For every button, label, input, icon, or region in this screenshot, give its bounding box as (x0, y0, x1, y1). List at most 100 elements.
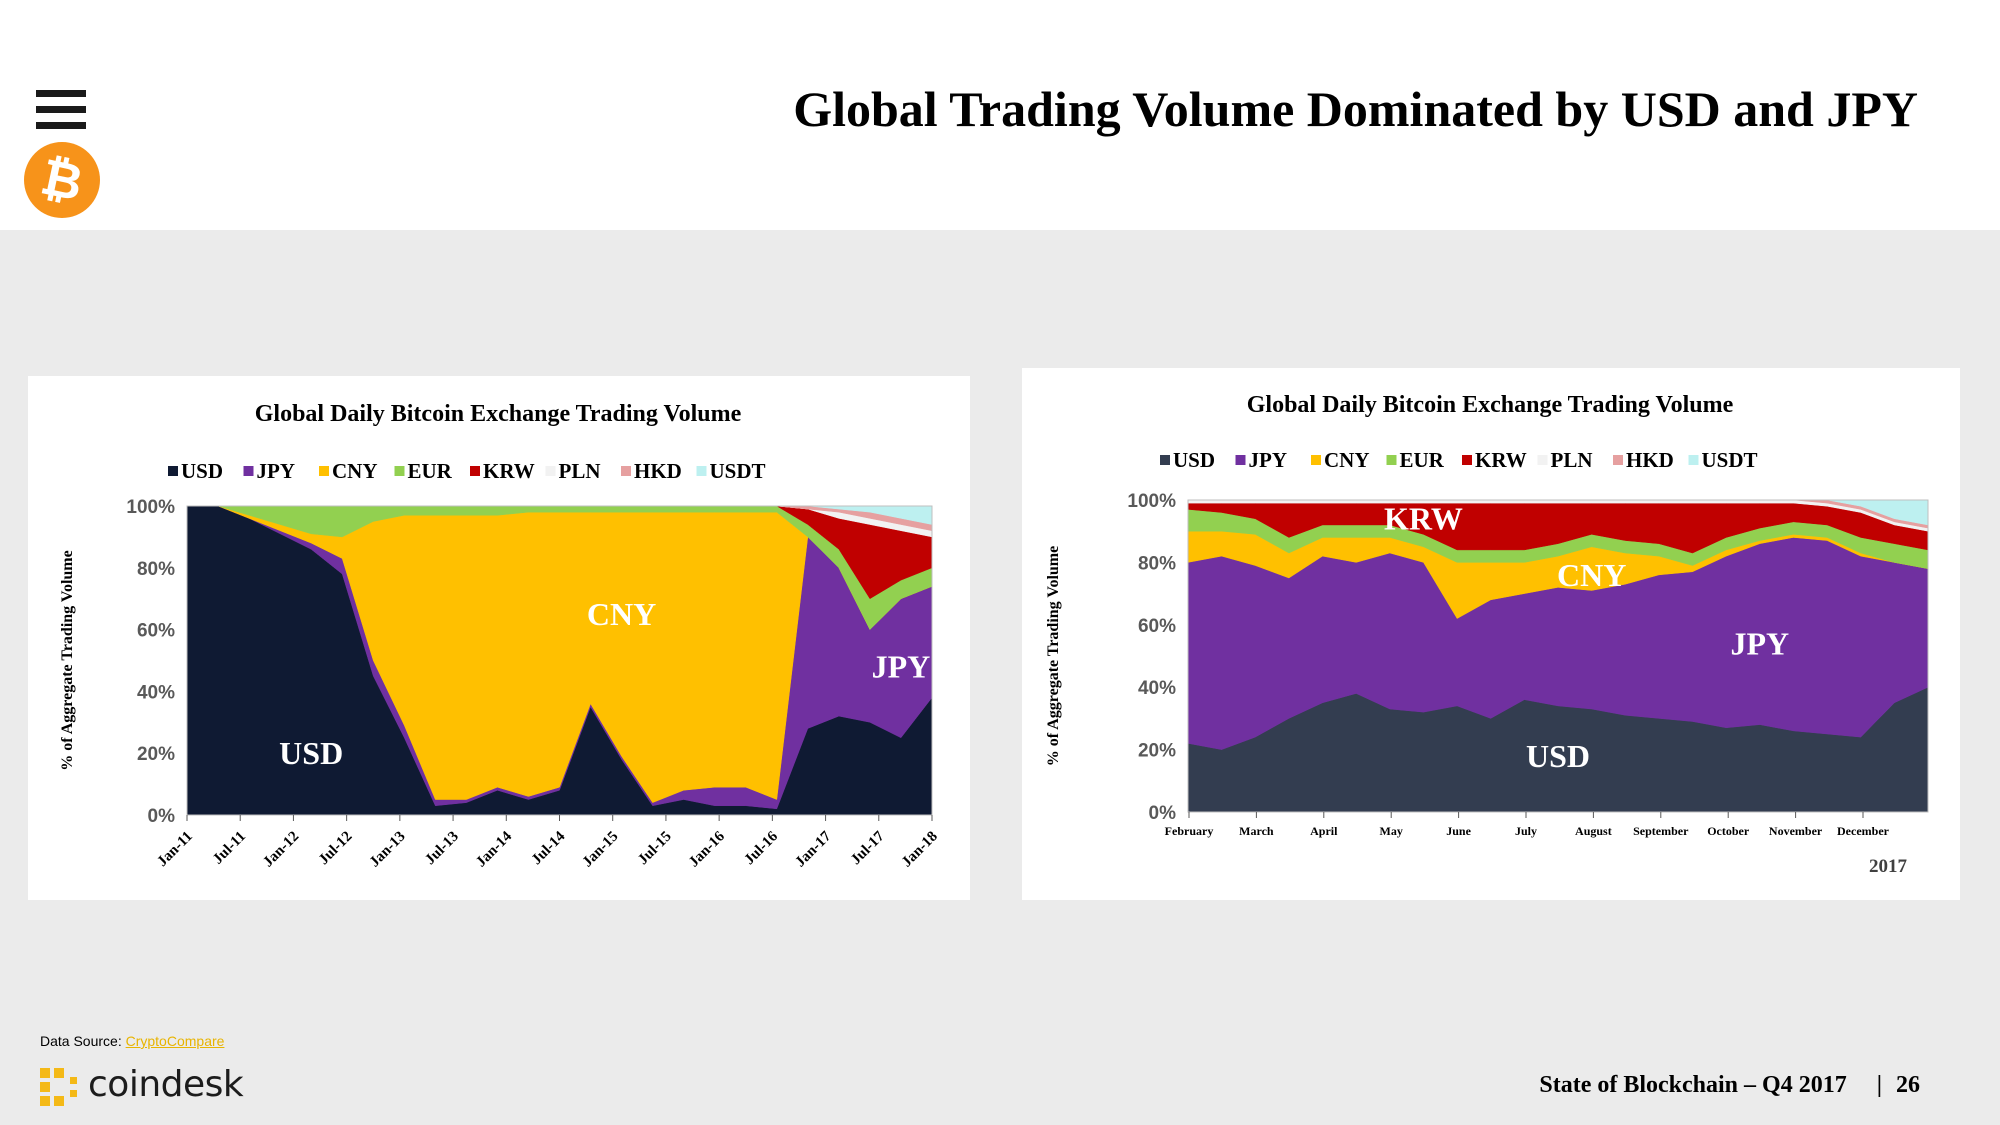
x-tick-label: April (1310, 824, 1338, 838)
chart-panel-left: Global Daily Bitcoin Exchange Trading Vo… (28, 376, 970, 900)
y-tick-label: 80% (137, 559, 175, 580)
x-tick-label: Jul-12 (316, 829, 356, 869)
coindesk-logo-text: coindesk (88, 1064, 244, 1105)
legend-swatch-cny (1311, 455, 1321, 465)
legend-swatch-krw (1462, 455, 1472, 465)
x-axis-label: 2017 (1869, 856, 1908, 877)
x-tick-label: October (1707, 824, 1750, 838)
y-tick-label: 100% (1127, 491, 1176, 512)
legend-swatch-jpy (243, 466, 254, 476)
footer-separator: | (1876, 1072, 1882, 1098)
legend-label-jpy: JPY (257, 459, 296, 483)
legend-label-cny: CNY (332, 459, 378, 483)
legend-swatch-usdt (1688, 455, 1699, 465)
chart-left: Global Daily Bitcoin Exchange Trading Vo… (59, 401, 941, 871)
y-tick-label: 20% (1138, 741, 1176, 762)
legend-label-pln: PLN (1551, 448, 1593, 472)
footer-report: State of Blockchain – Q4 2017 | 26 (1539, 1072, 1920, 1099)
legend-label-usdt: USDT (710, 459, 766, 483)
x-tick-label: September (1633, 824, 1689, 838)
x-tick-label: December (1837, 824, 1890, 838)
y-tick-label: 60% (1138, 616, 1176, 637)
chart-title: Global Daily Bitcoin Exchange Trading Vo… (255, 401, 742, 427)
y-tick-label: 0% (1149, 803, 1177, 824)
y-tick-label: 100% (126, 497, 175, 518)
x-tick-label: Jan-13 (367, 829, 409, 871)
chart-title: Global Daily Bitcoin Exchange Trading Vo… (1247, 392, 1734, 418)
coindesk-logo-icon (40, 1068, 80, 1108)
bitcoin-glyph: ₿ (36, 147, 88, 213)
annotation-usd: USD (279, 735, 343, 771)
y-axis-label: % of Aggregate Trading Volume (1045, 546, 1062, 766)
legend-label-usd: USD (181, 459, 223, 483)
x-tick-label: Jan-18 (899, 829, 941, 871)
x-tick-label: May (1380, 824, 1403, 838)
annotation-cny: CNY (587, 596, 656, 632)
data-source: Data Source: CryptoCompare (40, 1033, 224, 1049)
legend-label-eur: EUR (408, 459, 453, 483)
x-tick-label: Jan-11 (154, 829, 195, 870)
x-tick-label: June (1446, 824, 1471, 838)
y-tick-label: 80% (1138, 553, 1176, 574)
x-tick-label: August (1575, 824, 1612, 838)
x-tick-label: Jul-11 (210, 829, 249, 868)
legend-label-krw: KRW (1475, 448, 1527, 472)
chart-panel-right: Global Daily Bitcoin Exchange Trading Vo… (1022, 368, 1960, 900)
y-tick-label: 40% (1138, 678, 1176, 699)
slide-header: ₿ Global Trading Volume Dominated by USD… (0, 0, 2000, 230)
x-tick-label: Jul-17 (848, 828, 888, 868)
annotation-jpy: JPY (1730, 626, 1789, 662)
x-tick-label: Jan-14 (473, 828, 515, 870)
y-axis-label: % of Aggregate Trading Volume (59, 550, 76, 770)
data-source-link[interactable]: CryptoCompare (125, 1033, 225, 1049)
legend-swatch-hkd (1613, 455, 1623, 465)
annotation-jpy: JPY (872, 649, 931, 685)
legend-swatch-hkd (621, 466, 631, 476)
chart-right: Global Daily Bitcoin Exchange Trading Vo… (1045, 392, 1929, 877)
x-tick-label: Jul-15 (635, 829, 675, 869)
x-tick-label: November (1769, 824, 1823, 838)
legend-swatch-krw (470, 466, 480, 476)
legend-label-cny: CNY (1324, 448, 1370, 472)
legend-swatch-cny (319, 466, 329, 476)
x-tick-label: Jan-17 (792, 828, 834, 870)
legend-label-usdt: USDT (1702, 448, 1758, 472)
legend-swatch-usd (168, 466, 178, 476)
page-number: 26 (1896, 1072, 1920, 1098)
y-tick-label: 60% (137, 621, 175, 642)
data-source-label: Data Source: (40, 1033, 126, 1049)
page-title: Global Trading Volume Dominated by USD a… (793, 81, 1918, 137)
menu-icon[interactable] (36, 90, 86, 130)
x-tick-label: Jan-12 (260, 829, 302, 871)
x-tick-label: July (1515, 824, 1537, 838)
legend-swatch-eur (394, 466, 405, 476)
y-tick-label: 40% (137, 682, 175, 703)
legend-swatch-jpy (1235, 455, 1246, 465)
legend-swatch-usd (1160, 455, 1170, 465)
x-tick-label: Jul-13 (422, 829, 462, 869)
legend-swatch-pln (545, 466, 556, 476)
legend-swatch-eur (1386, 455, 1397, 465)
legend-label-hkd: HKD (634, 459, 682, 483)
plot-frame (1187, 499, 1929, 813)
x-tick-label: March (1239, 824, 1274, 838)
annotation-usd: USD (1526, 738, 1590, 774)
legend-label-hkd: HKD (1626, 448, 1674, 472)
y-tick-label: 0% (148, 806, 176, 827)
x-tick-label: Jan-16 (686, 828, 728, 870)
annotation-cny: CNY (1557, 557, 1626, 593)
y-tick-label: 20% (137, 744, 175, 765)
annotation-krw: KRW (1384, 501, 1463, 537)
legend-swatch-usdt (696, 466, 707, 476)
bitcoin-icon: ₿ (24, 142, 100, 218)
legend-label-krw: KRW (483, 459, 535, 483)
legend-swatch-pln (1537, 455, 1548, 465)
legend-label-usd: USD (1173, 448, 1215, 472)
x-tick-label: Jul-14 (529, 828, 569, 868)
legend-label-eur: EUR (1400, 448, 1445, 472)
x-tick-label: Jan-15 (580, 829, 622, 871)
x-tick-label: Jul-16 (742, 828, 782, 868)
legend-label-pln: PLN (559, 459, 601, 483)
x-tick-label: February (1165, 824, 1214, 838)
legend-label-jpy: JPY (1249, 448, 1288, 472)
